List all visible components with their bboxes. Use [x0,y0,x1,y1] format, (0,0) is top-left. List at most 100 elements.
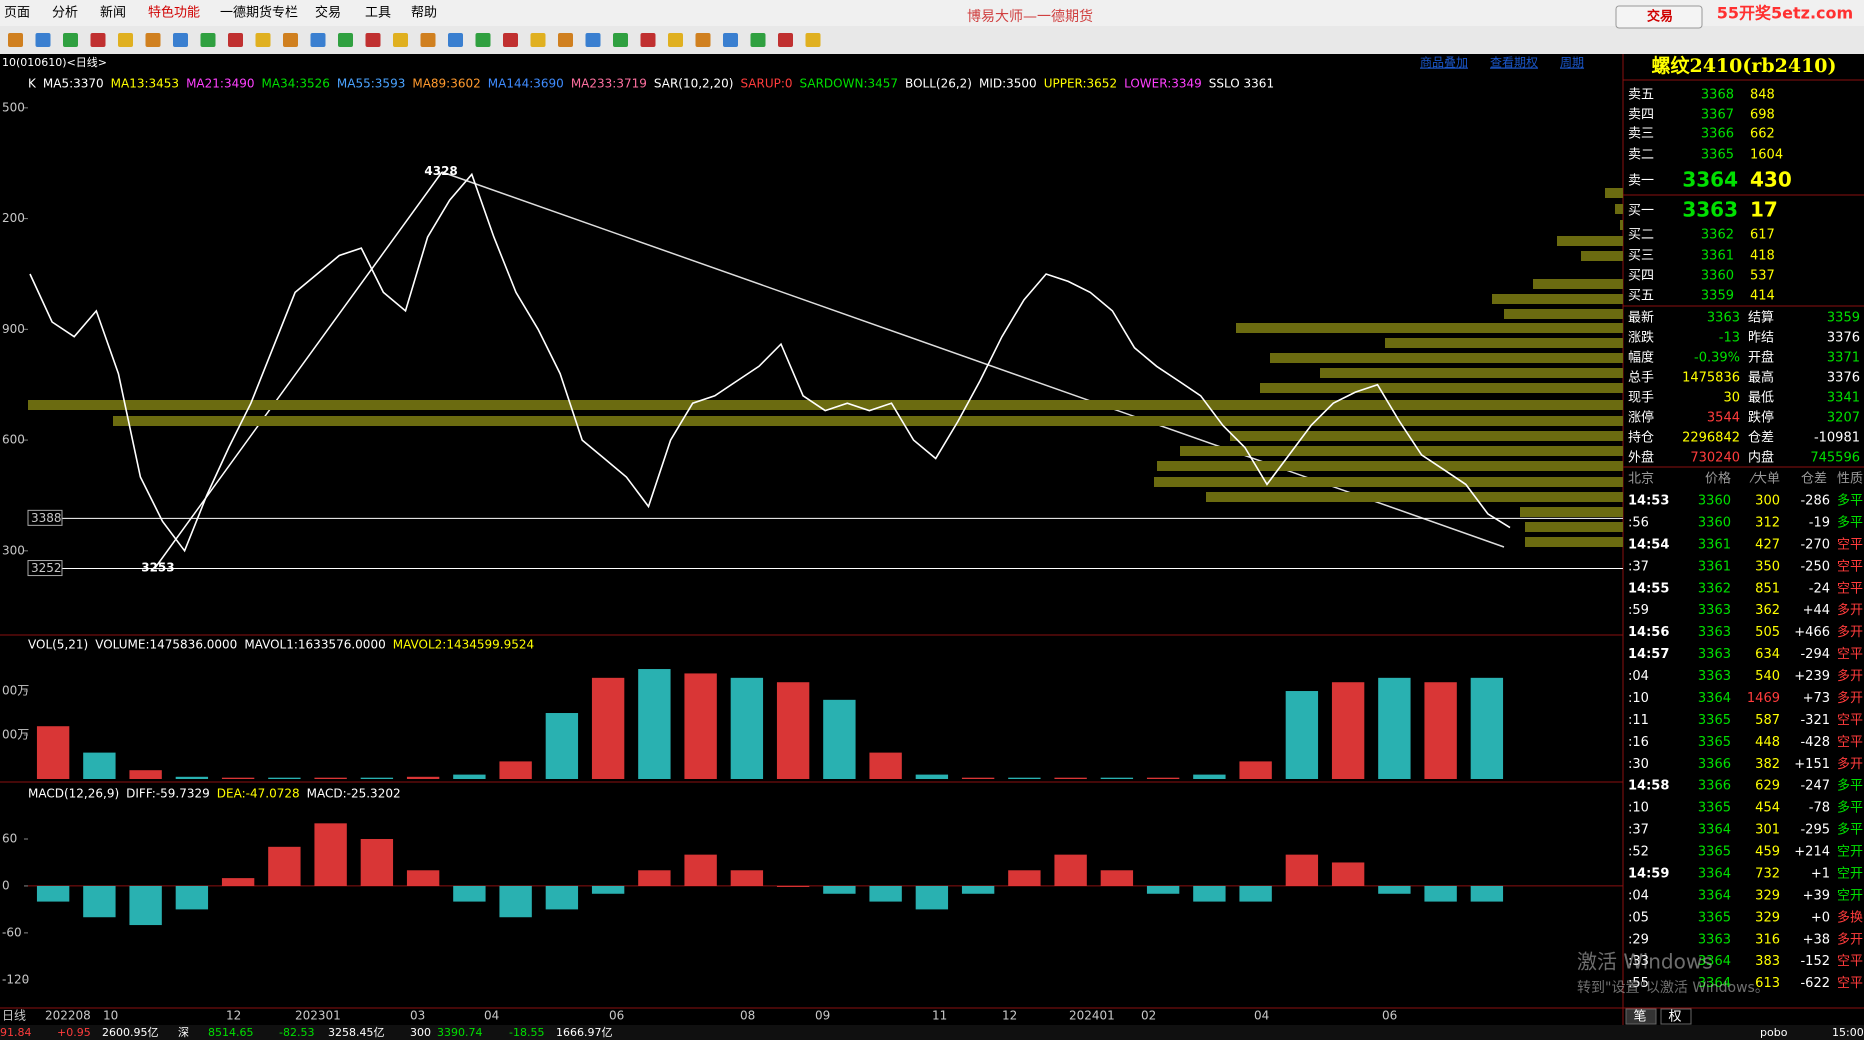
level-box [27,509,63,526]
book-label: 买一 [1628,204,1654,219]
level-box [27,560,63,577]
tool-icon [503,33,518,47]
profile-bar [113,416,1623,426]
profile-bar [1230,431,1623,441]
profile-bar [1206,492,1623,502]
tool-icon [173,33,188,47]
stat-value: -0.39% [1694,351,1740,366]
volume-bar [175,776,209,779]
tool-icon [420,33,436,47]
book-price: 3362 [1701,228,1734,243]
trade-button[interactable] [1615,5,1703,29]
legend-item: VOLUME:1475836.0000 [95,638,237,652]
date-label: 12 [1002,1009,1017,1023]
menu-item[interactable]: 特色功能 [148,5,200,21]
status-item: 300 [410,1026,431,1039]
book-label: 卖五 [1628,88,1654,103]
status-item: 91.84 [0,1026,32,1039]
tick-type: 空平 [1837,581,1863,596]
tool-icon [668,33,683,47]
volume-bar [915,774,949,779]
profile-bar [1270,353,1623,363]
tick-price: 3364 [1698,976,1731,991]
book-label: 卖一 [1628,174,1654,189]
volume-bar [314,777,347,779]
menu-item[interactable]: 新闻 [100,5,126,21]
tick-type: 空开 [1837,888,1863,903]
tick-price: 3364 [1698,691,1731,706]
gap [0,54,1864,63]
y-tick-label: 200 [2,211,25,225]
stat-value: 3363 [1707,311,1740,326]
tick-change: +466 [1794,625,1830,640]
stat-value: 730240 [1690,451,1740,466]
macd-bar [1285,854,1319,886]
volume-bar [1100,777,1134,779]
date-label: 09 [815,1009,830,1023]
tick-volume: 316 [1755,932,1780,947]
header-link[interactable]: 查看期权 [1490,56,1538,70]
date-label: 06 [609,1009,624,1023]
tick-price: 3365 [1698,910,1731,925]
tick-volume: 629 [1755,779,1780,794]
tick-type: 多开 [1837,624,1863,640]
stat-value: 3359 [1827,311,1860,326]
volume-bar [1378,677,1411,779]
tick-type: 空开 [1837,866,1863,881]
tick-time: :55 [1628,976,1649,991]
tab[interactable] [1625,1008,1657,1025]
stat-label: 涨停 [1628,410,1654,426]
profile-bar [1157,461,1623,471]
menu-item[interactable]: 页面 [4,6,30,21]
status-item: 3258.45亿 [328,1026,385,1039]
tick-time: :10 [1628,691,1649,706]
tick-change: +38 [1803,932,1830,947]
macd-bar [1008,870,1041,886]
legend-item: MA144:3690 [488,77,564,91]
y-tick-label: 0 [2,878,10,892]
tab[interactable] [1660,1008,1692,1025]
volume-bar [1424,682,1457,779]
tab-label: 笔 [1633,1009,1646,1025]
menu-item[interactable]: 分析 [52,6,78,21]
book-volume: 17 [1750,198,1778,222]
volume-bar [1239,761,1272,779]
date-label: 10 [103,1009,118,1023]
tool-icon [613,33,628,47]
macd-bar [175,885,209,910]
menu-item[interactable]: 一德期货专栏 [220,5,298,21]
book-price: 3368 [1701,88,1734,103]
status-item: +0.95 [57,1026,91,1039]
stat-value: 3376 [1827,371,1860,386]
legend-item: LOWER:3349 [1124,77,1202,91]
tick-time: :30 [1628,757,1649,772]
volume-bar [83,752,116,779]
header-link[interactable]: 商品叠加 [1420,55,1468,70]
header-link[interactable]: 周期 [1560,56,1584,70]
macd-bar [730,870,764,886]
y-tick-label: 500 [2,100,25,114]
book-price: 3363 [1682,198,1738,222]
tick-type: 空开 [1837,845,1863,860]
tool-icon [750,33,766,47]
tick-type: 多平 [1837,800,1863,816]
tool-icon [35,33,51,47]
tick-price: 3363 [1698,647,1731,662]
date-label: 02 [1141,1009,1156,1023]
stat-value: -10981 [1814,431,1860,446]
menu-item[interactable]: 工具 [365,6,391,21]
book-volume: 414 [1750,289,1775,304]
legend-item: MACD(12,26,9) [28,787,119,801]
tick-time: :29 [1628,932,1649,947]
y-tick-label: 900 [2,322,25,336]
menu-item[interactable]: 帮助 [411,6,437,21]
tool-icon [118,33,133,47]
tick-change: -286 [1800,494,1830,509]
tick-price: 3362 [1698,581,1731,596]
menu-item[interactable]: 交易 [315,5,341,21]
tool-icon [448,33,463,47]
macd-bar [1146,885,1180,894]
tick-time: :04 [1628,888,1649,903]
book-label: 卖三 [1628,127,1654,142]
volume-bar [406,776,440,779]
